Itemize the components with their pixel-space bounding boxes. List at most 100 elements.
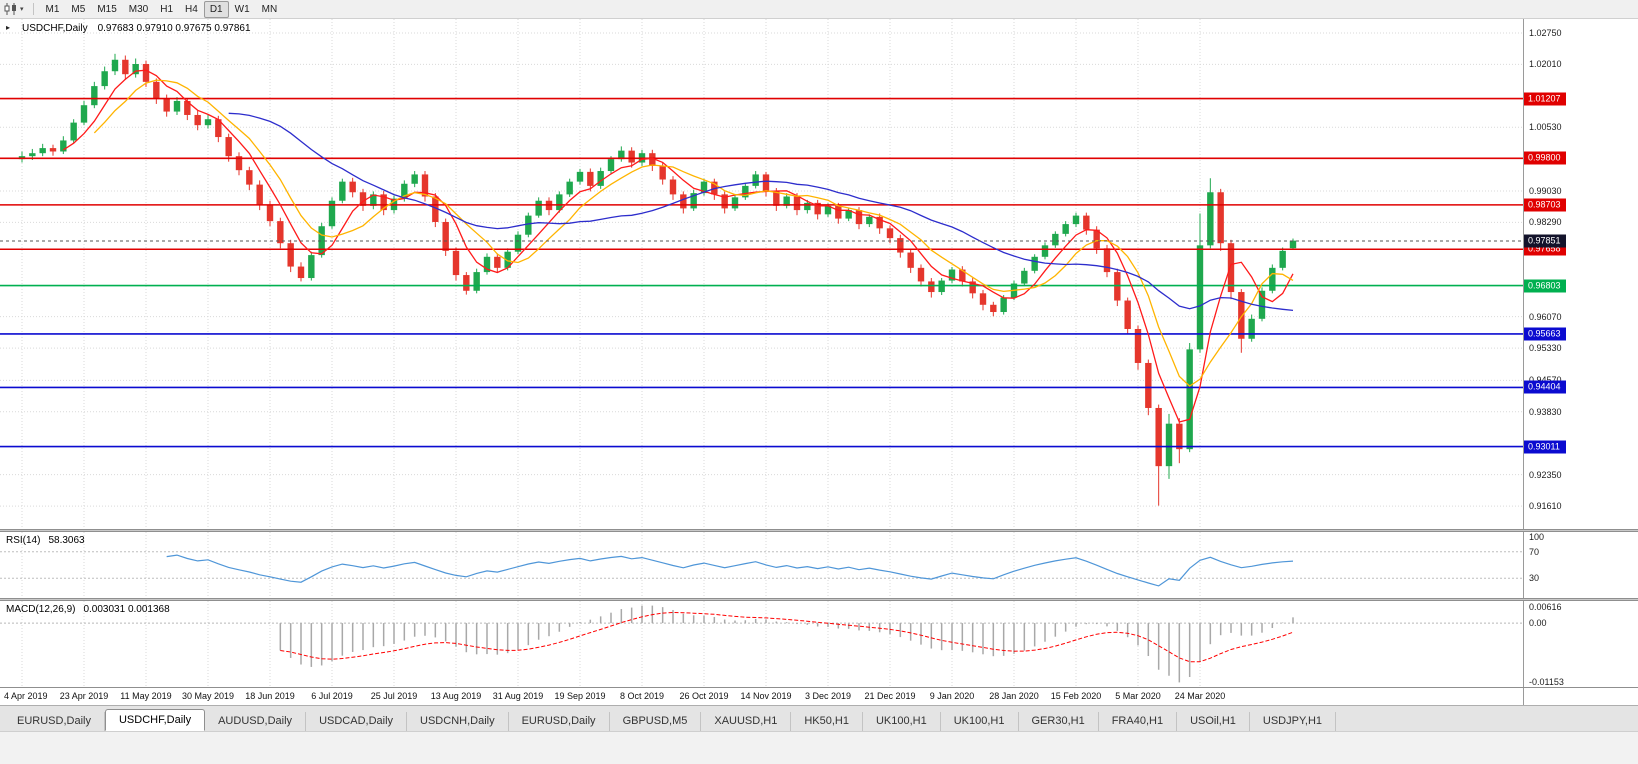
rsi-axis: 100 70 30: [1523, 532, 1638, 598]
price-axis-tick: 0.93830: [1529, 406, 1562, 417]
rsi-panel: RSI(14) 58.3063 100 70 30: [0, 532, 1638, 598]
time-axis-label: 21 Dec 2019: [864, 691, 916, 701]
toolbar-separator: [32, 3, 34, 15]
macd-value: 0.003031 0.001368: [83, 604, 170, 615]
time-axis-label: 3 Dec 2019: [804, 691, 852, 701]
time-axis-label: 26 Oct 2019: [679, 691, 729, 701]
level-price-badge[interactable]: 0.95663: [1524, 327, 1566, 341]
panel-splitter[interactable]: [0, 529, 1638, 532]
level-price-badge[interactable]: 0.99800: [1524, 151, 1566, 165]
timeframe-button-M5[interactable]: M5: [65, 1, 91, 18]
time-axis-label: 31 Aug 2019: [492, 691, 544, 701]
time-axis-label: 14 Nov 2019: [740, 691, 792, 701]
rsi-plot[interactable]: RSI(14) 58.3063: [0, 532, 1523, 598]
price-axis-tick: 0.98290: [1529, 217, 1562, 228]
timeframe-buttons: M1 M5 M15 M30 H1 H4 D1 W1 MN: [40, 0, 284, 18]
panel-splitter[interactable]: [0, 598, 1638, 601]
level-price-badge[interactable]: 0.98703: [1524, 198, 1566, 212]
macd-axis: 0.00616 0.00 -0.01153: [1523, 601, 1638, 687]
time-axis-label: 5 Mar 2020: [1115, 691, 1161, 701]
time-axis-label: 11 May 2019: [120, 691, 172, 701]
level-price-badge[interactable]: 0.96803: [1524, 279, 1566, 293]
time-axis-label: 30 May 2019: [181, 691, 235, 701]
timeframe-button-D1[interactable]: D1: [203, 0, 229, 18]
macd-axis-tick: -0.01153: [1529, 677, 1564, 687]
chart-corner-icon: ▸: [6, 23, 11, 32]
moving-averages: [62, 69, 1294, 423]
timeframe-button-M1[interactable]: M1: [40, 1, 66, 18]
price-plot[interactable]: ▸ USDCHF,Daily 0.97683 0.97910 0.97675 0…: [0, 19, 1523, 529]
status-bar: [0, 731, 1638, 764]
top-toolbar: ▾ M1 M5 M15 M30 H1 H4 D1 W1 MN: [0, 0, 1638, 19]
rsi-line: [166, 554, 1294, 587]
level-price-badge[interactable]: 0.94404: [1524, 380, 1566, 394]
chart-tabs: EURUSD,Daily USDCHF,Daily AUDUSD,Daily USDC…: [0, 705, 1638, 731]
chart-type-dropdown-caret-icon[interactable]: ▾: [20, 6, 24, 13]
candles: [18, 53, 1297, 506]
chart-tab[interactable]: USDCAD,Daily: [306, 712, 408, 731]
price-axis: 1.02750 1.02010 1.00530 0.99030 0.98290 0.960…: [1523, 19, 1638, 529]
time-axis-label: 6 Jul 2019: [311, 691, 353, 701]
rsi-axis-tick: 100: [1529, 532, 1545, 542]
timeframe-button-H1[interactable]: H1: [154, 1, 179, 18]
time-axis-label: 18 Jun 2019: [245, 691, 295, 701]
chart-tab[interactable]: GBPUSD,M5: [610, 712, 702, 731]
rsi-axis-tick: 30: [1529, 573, 1540, 584]
price-axis-tick: 0.91610: [1529, 501, 1562, 512]
time-axis-label: 28 Jan 2020: [989, 691, 1039, 701]
rsi-label: RSI(14) 58.3063: [6, 535, 85, 546]
chart-title: ▸ USDCHF,Daily 0.97683 0.97910 0.97675 0…: [6, 23, 251, 34]
macd-plot[interactable]: MACD(12,26,9) 0.003031 0.001368: [0, 601, 1523, 687]
timeframe-button-M15[interactable]: M15: [91, 1, 122, 18]
macd-panel: MACD(12,26,9) 0.003031 0.001368 0.00616 0…: [0, 601, 1638, 687]
price-chart-panel: ▸ USDCHF,Daily 0.97683 0.97910 0.97675 0…: [0, 19, 1638, 529]
chart-tab[interactable]: USOil,H1: [1177, 712, 1250, 731]
chart-tab[interactable]: UK100,H1: [941, 712, 1019, 731]
timeframe-button-H4[interactable]: H4: [179, 1, 204, 18]
chart-tab[interactable]: USDCHF,Daily: [104, 709, 206, 731]
ohlc-values: 0.97683 0.97910 0.97675 0.97861: [97, 23, 251, 34]
chart-tab[interactable]: EURUSD,Daily: [4, 712, 105, 731]
ma-slow-line: [228, 112, 1294, 312]
price-axis-tick: 0.94570: [1529, 375, 1562, 385]
rsi-svg: [0, 532, 1523, 598]
chart-tab[interactable]: USDCNH,Daily: [407, 712, 509, 731]
rsi-name: RSI(14): [6, 535, 41, 546]
chart-tab[interactable]: UK100,H1: [863, 712, 941, 731]
rsi-axis-tick: 70: [1529, 546, 1540, 557]
price-axis-tick: 0.95330: [1529, 343, 1562, 354]
chart-tab[interactable]: EURUSD,Daily: [509, 712, 610, 731]
price-axis-tick: 1.00530: [1529, 122, 1562, 133]
candlestick-chart-icon[interactable]: [4, 3, 18, 15]
timeframe-button-MN[interactable]: MN: [256, 1, 284, 18]
timeframe-button-M30[interactable]: M30: [123, 1, 154, 18]
chart-tab[interactable]: XAUUSD,H1: [701, 712, 792, 731]
time-axis-row: 4 Apr 2019 23 Apr 2019 11 May 2019 30 May 2…: [0, 687, 1638, 705]
symbol-label: USDCHF,Daily: [22, 23, 88, 34]
time-axis-label: 9 Jan 2020: [929, 691, 975, 701]
chart-tab[interactable]: USDJPY,H1: [1250, 712, 1337, 731]
time-axis-label: 25 Jul 2019: [370, 691, 418, 701]
time-axis-label: 13 Aug 2019: [430, 691, 482, 701]
timeframe-button-W1[interactable]: W1: [229, 1, 256, 18]
ma-mid-line: [93, 79, 1294, 387]
chart-tab[interactable]: AUDUSD,Daily: [205, 712, 307, 731]
macd-axis-tick: 0.00616: [1529, 602, 1562, 612]
level-price-badge[interactable]: 1.01207: [1524, 92, 1566, 106]
chart-tab[interactable]: HK50,H1: [791, 712, 863, 731]
support-resistance-lines: [0, 97, 1523, 448]
price-axis-tick: 0.96070: [1529, 311, 1562, 322]
price-axis-tick: 1.02750: [1529, 28, 1562, 38]
rsi-value: 58.3063: [48, 535, 85, 546]
chart-tab[interactable]: FRA40,H1: [1099, 712, 1178, 731]
time-axis[interactable]: 4 Apr 2019 23 Apr 2019 11 May 2019 30 May 2…: [0, 688, 1523, 705]
level-price-badge[interactable]: 0.93011: [1524, 440, 1566, 454]
time-axis-label: 4 Apr 2019: [4, 691, 48, 701]
price-axis-tick: 1.02010: [1529, 59, 1562, 70]
rsi-grid: [0, 532, 1523, 598]
time-axis-label: 24 Mar 2020: [1174, 691, 1226, 701]
chart-tab[interactable]: GER30,H1: [1019, 712, 1099, 731]
macd-signal-line: [280, 611, 1294, 663]
price-grid: [0, 19, 1523, 529]
